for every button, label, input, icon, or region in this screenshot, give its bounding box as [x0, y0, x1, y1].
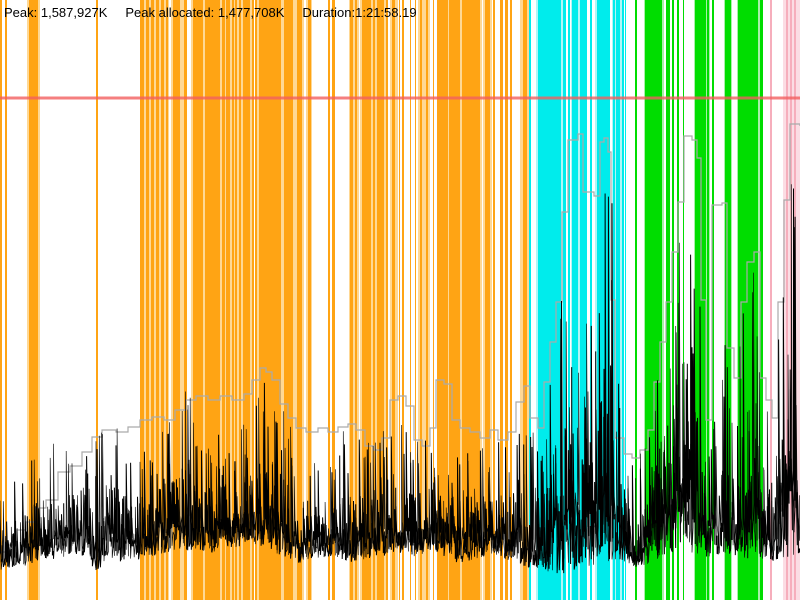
duration-label: Duration:1:21:58.19	[302, 5, 417, 20]
peak-allocated-label: Peak allocated: 1,477,708K	[125, 5, 285, 20]
stats-header: Peak: 1,587,927K Peak allocated: 1,477,70…	[4, 5, 435, 21]
peak-label: Peak: 1,587,927K	[4, 5, 108, 20]
